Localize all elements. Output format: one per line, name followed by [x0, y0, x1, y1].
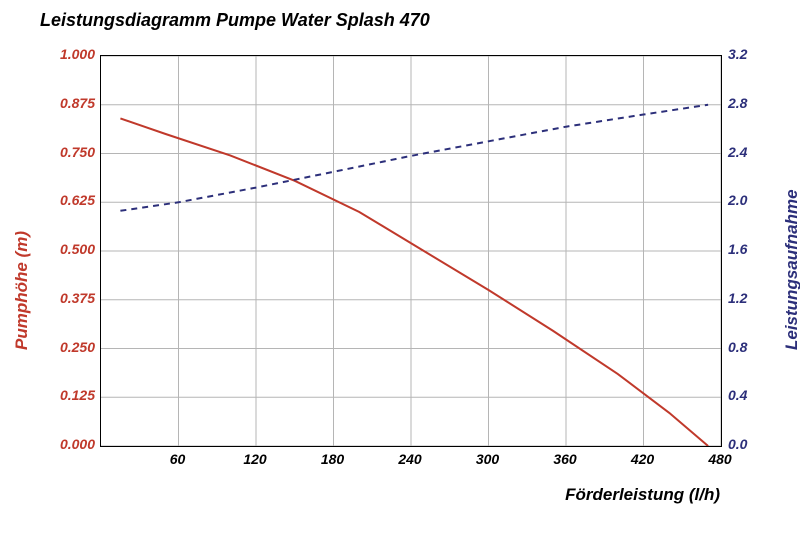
y-left-axis-label: Pumphöhe (m): [12, 231, 32, 350]
x-tick: 60: [158, 451, 198, 467]
series-leistung: [120, 105, 708, 211]
chart-title: Leistungsdiagramm Pumpe Water Splash 470: [40, 10, 430, 31]
x-tick: 420: [623, 451, 663, 467]
y-right-tick: 0.0: [728, 436, 768, 452]
y-right-tick: 0.8: [728, 339, 768, 355]
x-tick: 120: [235, 451, 275, 467]
y-right-tick: 0.4: [728, 387, 768, 403]
y-right-tick: 2.0: [728, 192, 768, 208]
y-left-tick: 0.500: [40, 241, 95, 257]
y-left-tick: 0.625: [40, 192, 95, 208]
y-right-tick: 1.2: [728, 290, 768, 306]
y-left-tick: 0.250: [40, 339, 95, 355]
x-axis-label: Förderleistung (l/h): [565, 485, 720, 505]
y-left-tick: 0.375: [40, 290, 95, 306]
chart-container: Leistungsdiagramm Pumpe Water Splash 470…: [0, 0, 800, 533]
y-right-tick: 1.6: [728, 241, 768, 257]
x-tick: 240: [390, 451, 430, 467]
y-left-tick: 0.125: [40, 387, 95, 403]
y-left-tick: 0.750: [40, 144, 95, 160]
y-left-tick: 0.000: [40, 436, 95, 452]
x-tick: 300: [468, 451, 508, 467]
plot-area: [100, 55, 722, 447]
x-tick: 480: [700, 451, 740, 467]
y-right-tick: 3.2: [728, 46, 768, 62]
y-left-tick: 1.000: [40, 46, 95, 62]
x-tick: 180: [313, 451, 353, 467]
chart-svg: [101, 56, 721, 446]
y-right-axis-label: Leistungsaufnahme (W): [782, 189, 800, 350]
x-tick: 360: [545, 451, 585, 467]
y-right-tick: 2.8: [728, 95, 768, 111]
y-left-tick: 0.875: [40, 95, 95, 111]
y-right-tick: 2.4: [728, 144, 768, 160]
